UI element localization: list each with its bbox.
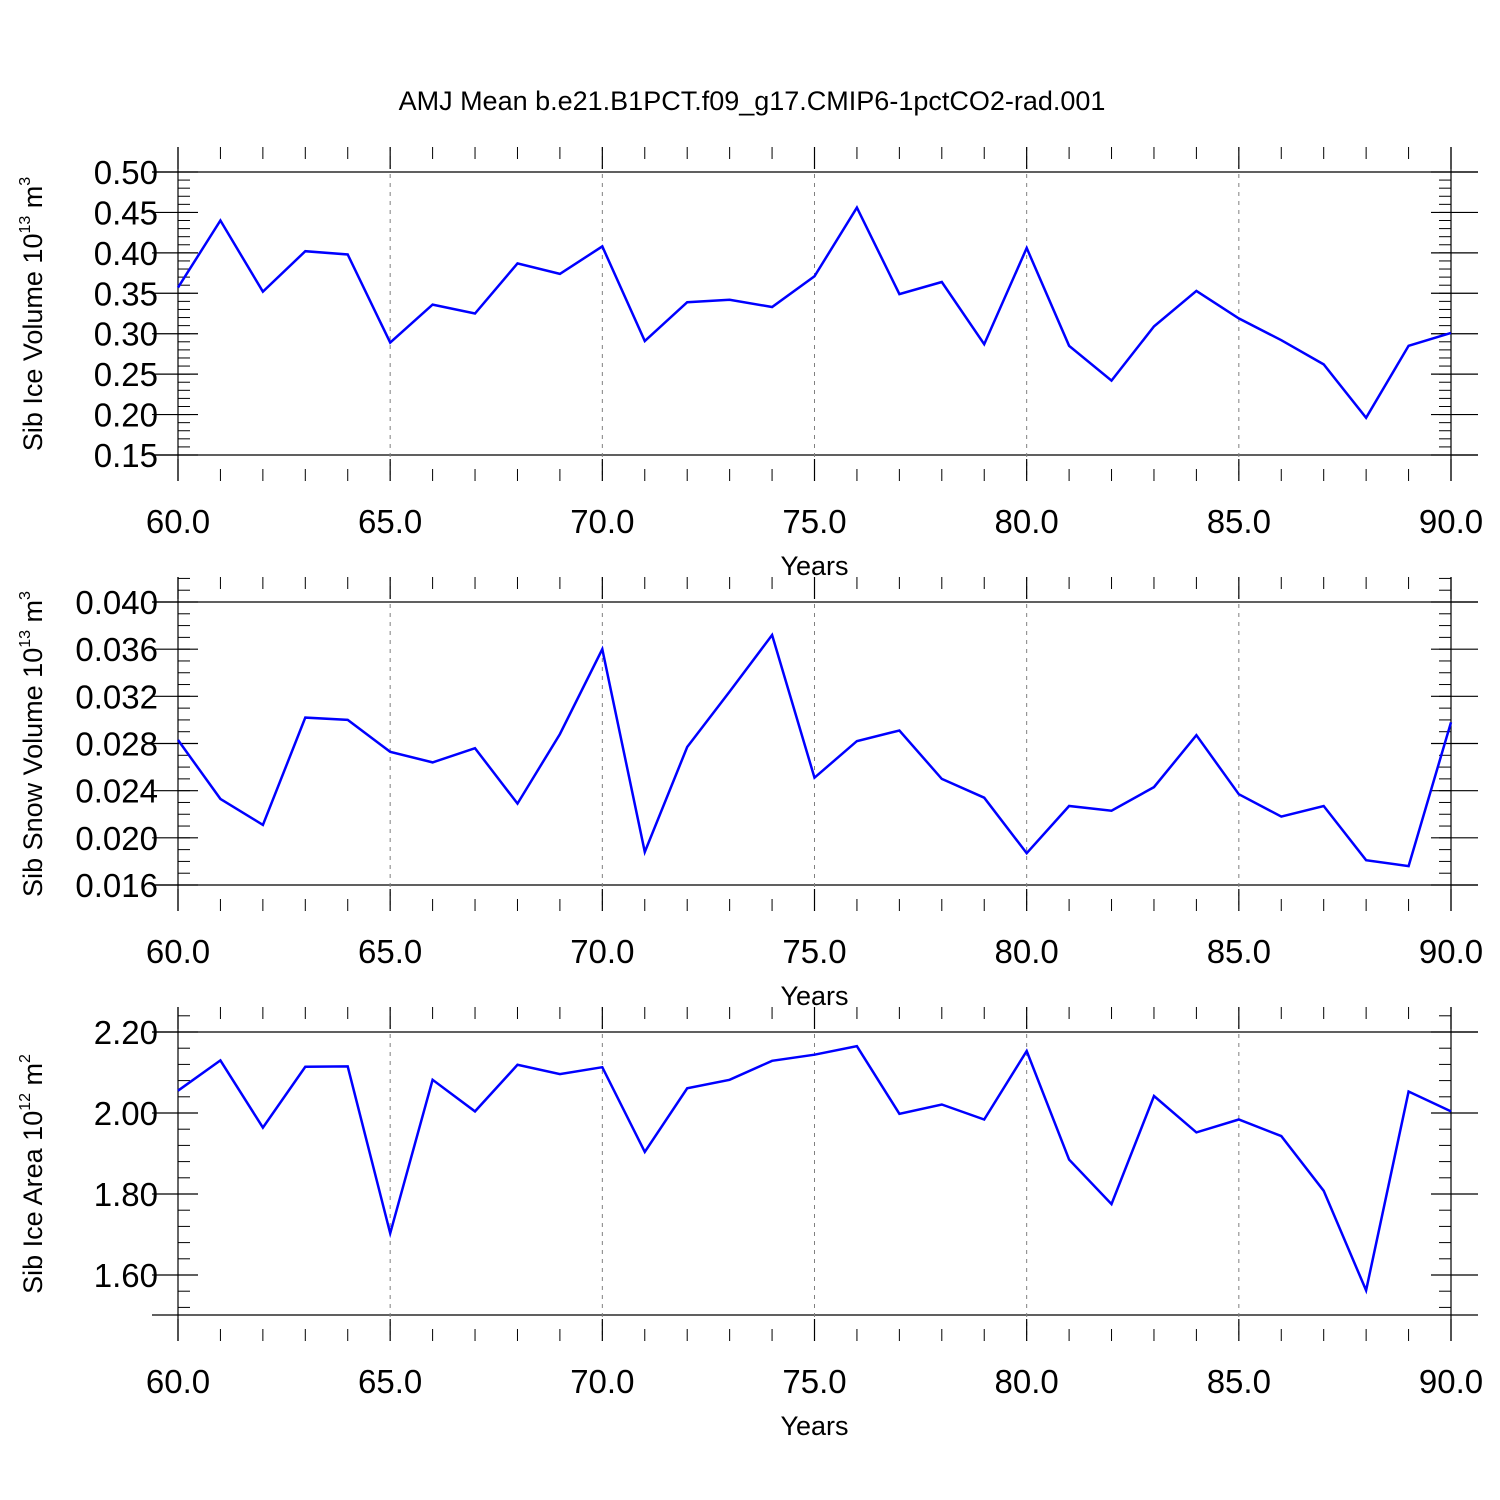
y-tick-label: 0.040: [75, 584, 158, 621]
x-axis-label: Years: [780, 981, 848, 1011]
panels: 60.0 65.0 70.0 75.0 80.0 85.0 90.0 0.150.20 0.25…: [17, 147, 1483, 1441]
x-tick-label: 80.0: [995, 503, 1059, 540]
y-tick-label: 1.60: [94, 1257, 158, 1294]
y-tick-label: 0.45: [94, 194, 158, 231]
x-tick-label: 70.0: [570, 503, 634, 540]
x-tick-label: 65.0: [358, 933, 422, 970]
x-tick-label: 60.0: [146, 933, 210, 970]
panel-1: 60.0 65.0 70.0 75.0 80.0 85.0 90.0 0.150.20 0.25…: [17, 147, 1483, 581]
x-tick-label: 85.0: [1207, 1363, 1271, 1400]
panel-2: 60.0 65.0 70.0 75.0 80.0 85.0 90.0 0.016 0.020 0.…: [17, 577, 1483, 1011]
x-tick-label: 60.0: [146, 503, 210, 540]
y-axis-label: Sib Snow Volume 1013 m3: [17, 591, 48, 897]
x-tick-label: 65.0: [358, 503, 422, 540]
series-line: [177, 1044, 1452, 1295]
x-tick-label: 70.0: [570, 933, 634, 970]
y-axis-label: Sib Ice Area 1012 m2: [17, 1054, 48, 1294]
y-tick-label: 1.80: [94, 1176, 158, 1213]
x-tick-label: 70.0: [570, 1363, 634, 1400]
x-axis-label: Years: [780, 551, 848, 581]
series-line: [176, 205, 1452, 421]
y-tick-label: 2.00: [94, 1095, 158, 1132]
x-tick-label: 90.0: [1419, 933, 1483, 970]
y-tick-label: 0.15: [94, 437, 158, 474]
x-tick-label: 60.0: [146, 1363, 210, 1400]
panel-3: 60.0 65.0 70.0 75.0 80.0 85.0 90.0 1.60 1.80 2.00…: [17, 1007, 1483, 1441]
series-line: [176, 632, 1453, 868]
x-tick-label: 90.0: [1419, 1363, 1483, 1400]
x-tick-label: 85.0: [1207, 933, 1271, 970]
y-tick-label: 0.028: [75, 726, 158, 763]
x-tick-label: 65.0: [358, 1363, 422, 1400]
x-tick-label: 75.0: [782, 503, 846, 540]
x-axis-label: Years: [780, 1411, 848, 1441]
y-tick-label: 0.35: [94, 275, 158, 312]
y-tick-label: 2.20: [94, 1014, 158, 1051]
y-tick-label: 0.50: [94, 154, 158, 191]
x-tick-label: 80.0: [995, 1363, 1059, 1400]
y-tick-label: 0.024: [75, 773, 158, 810]
x-tick-label: 75.0: [782, 1363, 846, 1400]
y-axis-label: Sib Ice Volume 1013 m3: [17, 177, 48, 451]
y-tick-label: 0.036: [75, 631, 158, 668]
y-tick-label: 0.032: [75, 678, 158, 715]
x-tick-label: 80.0: [995, 933, 1059, 970]
x-tick-label: 90.0: [1419, 503, 1483, 540]
x-tick-label: 75.0: [782, 933, 846, 970]
y-tick-label: 0.30: [94, 316, 158, 353]
x-tick-label: 85.0: [1207, 503, 1271, 540]
y-tick-label: 0.20: [94, 397, 158, 434]
chart-title: AMJ Mean b.e21.B1PCT.f09_g17.CMIP6-1pctC…: [399, 86, 1106, 116]
y-tick-label: 0.40: [94, 235, 158, 272]
y-tick-label: 0.016: [75, 867, 158, 904]
y-tick-label: 0.25: [94, 356, 158, 393]
y-tick-label: 0.020: [75, 820, 158, 857]
